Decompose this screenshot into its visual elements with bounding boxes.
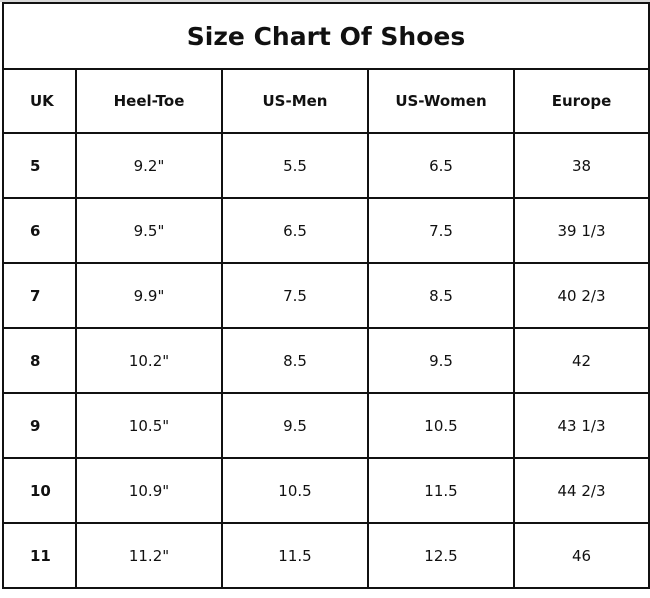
cell-us-men: 6.5: [221, 197, 369, 264]
cell-europe: 42: [512, 327, 650, 394]
top-gridline: [0, 0, 650, 2]
cell-us-women: 8.5: [367, 262, 515, 329]
cell-us-men: 11.5: [221, 522, 369, 589]
cell-europe: 43 1/3: [512, 392, 650, 459]
table-row: 5 9.2" 5.5 6.5 38: [2, 132, 650, 199]
cell-us-women: 12.5: [367, 522, 515, 589]
table-row: 11 11.2" 11.5 12.5 46: [2, 522, 650, 589]
column-header-us-women: US-Women: [367, 68, 515, 134]
cell-us-men: 5.5: [221, 132, 369, 199]
table-row: 9 10.5" 9.5 10.5 43 1/3: [2, 392, 650, 459]
table-row: 10 10.9" 10.5 11.5 44 2/3: [2, 457, 650, 524]
cell-uk: 9: [2, 392, 77, 459]
column-header-europe: Europe: [512, 68, 650, 134]
cell-uk: 11: [2, 522, 77, 589]
cell-us-men: 10.5: [221, 457, 369, 524]
cell-us-men: 7.5: [221, 262, 369, 329]
table-row: 8 10.2" 8.5 9.5 42: [2, 327, 650, 394]
cell-uk: 7: [2, 262, 77, 329]
cell-uk: 5: [2, 132, 77, 199]
cell-heel-toe: 10.2": [75, 327, 223, 394]
cell-heel-toe: 9.5": [75, 197, 223, 264]
cell-heel-toe: 9.2": [75, 132, 223, 199]
cell-heel-toe: 10.5": [75, 392, 223, 459]
cell-heel-toe: 9.9": [75, 262, 223, 329]
cell-europe: 46: [512, 522, 650, 589]
column-header-uk: UK: [2, 68, 77, 134]
cell-us-women: 11.5: [367, 457, 515, 524]
column-header-us-men: US-Men: [221, 68, 369, 134]
cell-us-men: 8.5: [221, 327, 369, 394]
table-row: 7 9.9" 7.5 8.5 40 2/3: [2, 262, 650, 329]
cell-us-women: 6.5: [367, 132, 515, 199]
cell-us-men: 9.5: [221, 392, 369, 459]
cell-europe: 39 1/3: [512, 197, 650, 264]
table-title: Size Chart Of Shoes: [1, 2, 650, 70]
cell-europe: 44 2/3: [512, 457, 650, 524]
cell-europe: 38: [512, 132, 650, 199]
cell-uk: 8: [2, 327, 77, 394]
cell-heel-toe: 10.9": [75, 457, 223, 524]
cell-heel-toe: 11.2": [75, 522, 223, 589]
header-row: UK Heel-Toe US-Men US-Women Europe: [2, 68, 650, 134]
cell-us-women: 7.5: [367, 197, 515, 264]
cell-europe: 40 2/3: [512, 262, 650, 329]
cell-uk: 10: [2, 457, 77, 524]
cell-us-women: 9.5: [367, 327, 515, 394]
cell-us-women: 10.5: [367, 392, 515, 459]
table-row: 6 9.5" 6.5 7.5 39 1/3: [2, 197, 650, 264]
column-header-heel-toe: Heel-Toe: [75, 68, 223, 134]
cell-uk: 6: [2, 197, 77, 264]
